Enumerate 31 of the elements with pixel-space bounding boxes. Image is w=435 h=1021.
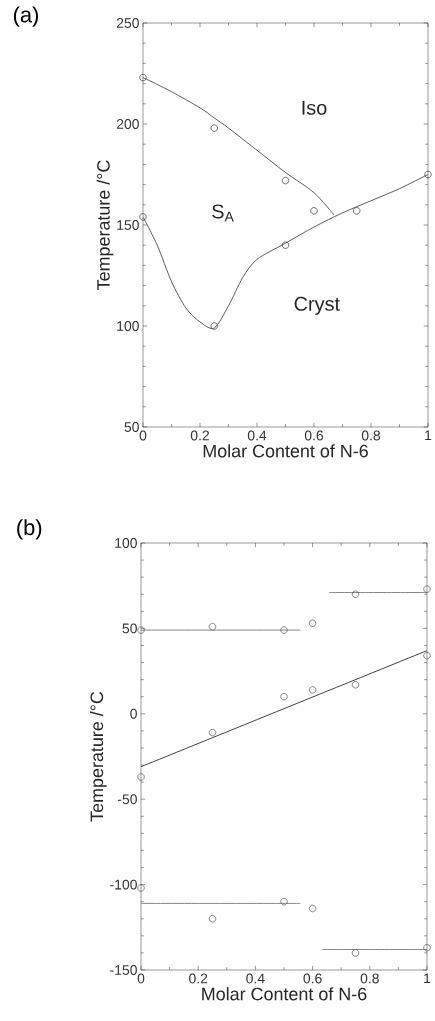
x-tick-label: 0.6 [303,973,322,984]
y-tick-label: 100 [117,321,139,331]
x-tick-label: 0.4 [247,430,267,441]
y-tick-label: -50 [117,794,137,805]
x-tick-label: 0.2 [188,973,208,984]
x-tick-label: 0.2 [190,430,209,441]
x-tick-label: 0.8 [360,973,379,984]
y-tick-label: 150 [117,220,139,230]
x-tick-label: 0.6 [304,430,323,441]
y-tick-label: 50 [122,623,137,634]
x-tick-label: 0.4 [246,973,265,984]
y-tick-label: 250 [116,18,139,28]
y-tick-label: 200 [116,119,139,129]
y-tick-label: 100 [115,538,137,548]
annotation: Cryst [294,296,340,315]
y-axis-title: Temperature /°C [96,160,114,290]
chart-title: (a) [13,6,38,27]
annotation: S$_{A}$ [212,204,234,222]
y-tick-label: 0 [130,708,137,719]
y-tick-label: -100 [110,879,137,890]
chart-title: (b) [17,519,42,540]
y-axis-title: Temperature /°C [89,691,107,822]
x-tick-label: 0.8 [361,430,380,441]
x-tick-label: 1 [424,973,431,984]
x-axis-title: Molar Content of N-6 [202,987,367,1001]
y-tick-label: 50 [124,422,139,432]
x-tick-label: 0 [139,430,147,441]
annotation: Iso [302,100,327,115]
x-tick-label: 1 [425,430,432,441]
x-axis-title: Molar Content of N-6 [203,444,368,458]
y-tick-label: -150 [110,965,137,975]
